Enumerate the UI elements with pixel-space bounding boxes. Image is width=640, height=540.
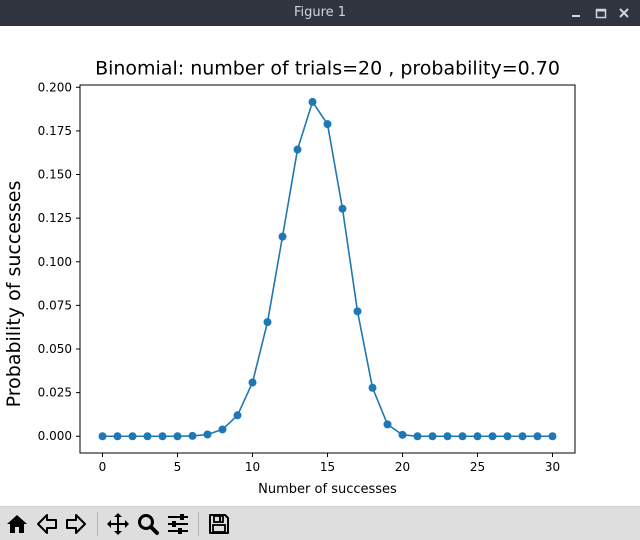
figure-canvas[interactable]: Binomial: number of trials=20 , probabil… (0, 26, 640, 506)
data-point (218, 425, 227, 434)
window-title: Figure 1 (293, 5, 347, 20)
data-point (293, 145, 302, 154)
data-point (263, 318, 272, 327)
y-tick-label: 0.125 (38, 211, 72, 225)
data-point (113, 432, 122, 441)
save-button[interactable] (205, 510, 233, 538)
sliders-icon (168, 514, 188, 534)
data-point (278, 232, 287, 241)
maximize-icon (595, 8, 607, 19)
home-icon (7, 515, 27, 533)
x-tick-label: 20 (395, 460, 410, 474)
navigation-toolbar (0, 506, 640, 540)
data-point (338, 204, 347, 213)
data-point (428, 432, 437, 441)
data-point (203, 430, 212, 439)
axes-frame (79, 84, 576, 454)
home-button[interactable] (3, 510, 31, 538)
close-button[interactable] (614, 3, 634, 23)
y-tick-label: 0.150 (38, 168, 72, 182)
series-line (102, 100, 553, 438)
data-point (98, 432, 107, 441)
axes: 0 5 10 15 20 25 30 0.000 0.025 0.050 0.075 0.100 0.1… (38, 80, 576, 474)
data-point (323, 120, 332, 129)
arrow-left-icon (37, 514, 57, 534)
x-axis-label: Number of successes (258, 482, 397, 497)
forward-button[interactable] (62, 510, 90, 538)
zoom-button[interactable] (134, 510, 162, 538)
x-tick-label: 25 (470, 460, 485, 474)
toolbar-separator (198, 512, 199, 536)
data-point (158, 432, 167, 441)
data-point (353, 307, 362, 316)
data-point (518, 432, 527, 441)
chart-title: Binomial: number of trials=20 , probabil… (95, 58, 560, 80)
data-point (143, 432, 152, 441)
back-button[interactable] (33, 510, 61, 538)
y-tick-label: 0.025 (38, 386, 72, 400)
close-icon (619, 8, 629, 18)
y-tick-label: 0.100 (38, 255, 72, 269)
data-point (398, 430, 407, 439)
plot-svg: Binomial: number of trials=20 , probabil… (3, 58, 576, 497)
data-point (488, 432, 497, 441)
x-tick-label: 5 (174, 460, 182, 474)
pan-button[interactable] (104, 510, 132, 538)
y-axis-label: Probability of successes (3, 181, 25, 408)
x-tick-label: 30 (545, 460, 560, 474)
data-point (383, 420, 392, 429)
x-tick-label: 15 (320, 460, 335, 474)
x-tick-label: 0 (99, 460, 107, 474)
maximize-button[interactable] (591, 3, 611, 23)
toolbar-separator (97, 512, 98, 536)
data-point (248, 378, 257, 387)
title-bar[interactable]: Figure 1 (0, 0, 640, 26)
data-point (368, 383, 377, 392)
y-tick-label: 0.200 (38, 80, 72, 94)
data-point (473, 432, 482, 441)
y-tick-label: 0.075 (38, 298, 72, 312)
minimize-button[interactable] (566, 3, 586, 23)
data-point (233, 411, 242, 420)
data-point (458, 432, 467, 441)
data-point (443, 432, 452, 441)
data-point (503, 432, 512, 441)
data-point (533, 432, 542, 441)
y-tick-label: 0.050 (38, 342, 72, 356)
floppy-disk-icon (209, 514, 229, 534)
data-point (413, 432, 422, 441)
arrow-right-icon (66, 514, 86, 534)
data-point (128, 432, 137, 441)
y-tick-label: 0.000 (38, 429, 72, 443)
data-point (173, 432, 182, 441)
data-point (188, 431, 197, 440)
data-point (308, 97, 317, 106)
magnifier-icon (138, 514, 159, 535)
y-tick-label: 0.175 (38, 124, 72, 138)
x-tick-label: 10 (245, 460, 260, 474)
move-icon (107, 513, 129, 535)
data-point (548, 432, 557, 441)
configure-subplots-button[interactable] (164, 510, 192, 538)
minimize-icon (572, 15, 580, 17)
